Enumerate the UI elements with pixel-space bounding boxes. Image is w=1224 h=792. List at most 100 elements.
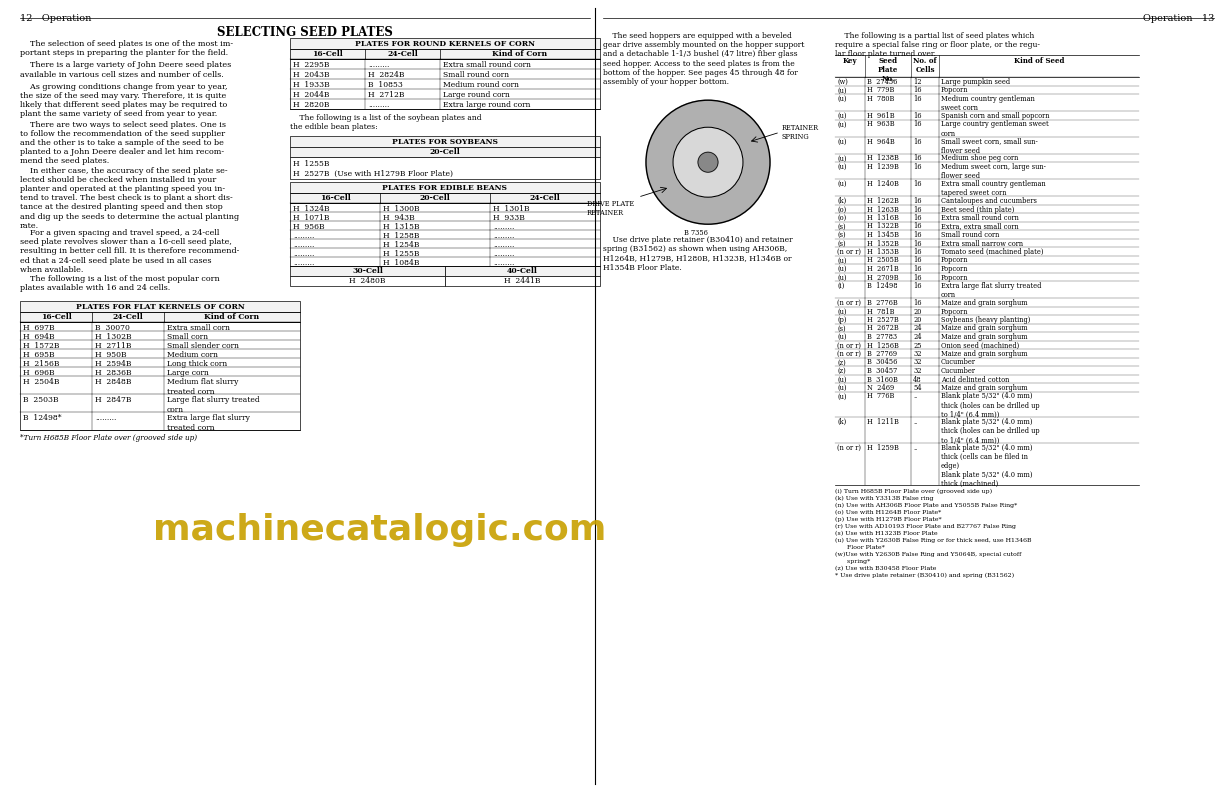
Text: H  2043B: H 2043B [293, 71, 329, 79]
Text: Extra large flat slurry treated
corn: Extra large flat slurry treated corn [941, 282, 1042, 299]
Text: Medium corn: Medium corn [166, 352, 218, 360]
Text: PLATES FOR FLAT KERNELS OF CORN: PLATES FOR FLAT KERNELS OF CORN [76, 303, 245, 311]
Text: The seed hoppers are equipped with a beveled
gear drive assembly mounted on the : The seed hoppers are equipped with a bev… [603, 32, 804, 86]
Text: 16: 16 [913, 239, 922, 247]
Text: 16: 16 [913, 180, 922, 188]
Text: H  1238B: H 1238B [867, 154, 898, 162]
Text: (s): (s) [837, 325, 846, 333]
Text: Blank plate 5/32" (4.0 mm)
thick (cells can be filed in
edge)
Blank plate 5/32" : Blank plate 5/32" (4.0 mm) thick (cells … [941, 444, 1033, 489]
Text: H  694B: H 694B [23, 333, 55, 341]
Text: B 7356: B 7356 [684, 229, 707, 237]
Text: 40-Cell: 40-Cell [507, 268, 537, 276]
Text: H  1302B: H 1302B [95, 333, 132, 341]
Text: Popcorn: Popcorn [941, 307, 968, 315]
Text: H  1262B: H 1262B [867, 197, 898, 205]
Text: .........: ......... [293, 250, 315, 258]
Text: ..: .. [913, 444, 917, 451]
Text: N  2469: N 2469 [867, 384, 895, 392]
Text: H  2711B: H 2711B [95, 342, 131, 350]
Bar [290, 136, 600, 147]
Text: .........: ......... [95, 414, 116, 422]
Text: Popcorn: Popcorn [941, 273, 968, 281]
Text: H  1239B: H 1239B [867, 163, 898, 171]
Text: 12: 12 [913, 78, 922, 86]
Text: H  1258B: H 1258B [383, 232, 420, 241]
Text: H  1084B: H 1084B [383, 260, 420, 268]
Text: Use drive plate retainer (B30410) and retainer
spring (B31562) as shown when usi: Use drive plate retainer (B30410) and re… [603, 236, 793, 272]
Text: ..: .. [913, 393, 917, 401]
Text: Large flat slurry treated
corn: Large flat slurry treated corn [166, 397, 259, 413]
Text: 20-Cell: 20-Cell [420, 194, 450, 203]
Bar [290, 147, 600, 158]
Text: Acid delinted cotton: Acid delinted cotton [941, 375, 1010, 383]
Bar [446, 266, 600, 276]
Text: Large pumpkin seed: Large pumpkin seed [941, 78, 1010, 86]
Text: H  964B: H 964B [867, 138, 895, 146]
Text: 16: 16 [913, 265, 922, 273]
Text: H  2709B: H 2709B [867, 273, 898, 281]
Text: RETAINER
SPRING: RETAINER SPRING [782, 124, 819, 141]
Text: H  2441B: H 2441B [504, 277, 541, 285]
Text: *Turn H685B Floor Plate over (grooved side up): *Turn H685B Floor Plate over (grooved si… [20, 434, 197, 443]
Text: H  2527B: H 2527B [867, 316, 898, 324]
Text: Medium shoe peg corn: Medium shoe peg corn [941, 154, 1018, 162]
Text: (u): (u) [837, 393, 847, 401]
Circle shape [646, 101, 770, 224]
Text: PLATES FOR EDIBLE BEANS: PLATES FOR EDIBLE BEANS [382, 184, 508, 192]
Text: 24-Cell: 24-Cell [530, 194, 561, 203]
Bar [20, 302, 300, 312]
Text: (w)Use with Y2630B False Ring and Y5064B, special cutoff: (w)Use with Y2630B False Ring and Y5064B… [835, 552, 1021, 558]
Text: Blank plate 5/32" (4.0 mm)
thick (holes can be drilled up
to 1/4" (6.4 mm)): Blank plate 5/32" (4.0 mm) thick (holes … [941, 393, 1039, 419]
Text: 24-Cell: 24-Cell [113, 314, 143, 322]
Bar [290, 182, 600, 193]
Text: Medium sweet corn, large sun-
flower seed: Medium sweet corn, large sun- flower see… [941, 163, 1045, 181]
Text: B  27783: B 27783 [867, 333, 897, 341]
Text: Maize and grain sorghum: Maize and grain sorghum [941, 325, 1028, 333]
Text: B  30457: B 30457 [867, 367, 897, 375]
Bar [20, 322, 300, 430]
Text: 16: 16 [913, 197, 922, 205]
Text: H  2527B  (Use with H1279B Floor Plate): H 2527B (Use with H1279B Floor Plate) [293, 169, 453, 177]
Text: 16: 16 [913, 205, 922, 214]
Text: H  2504B: H 2504B [23, 379, 60, 386]
Text: .........: ......... [493, 250, 514, 258]
Text: B  30070: B 30070 [95, 325, 130, 333]
Text: H  1301B: H 1301B [493, 205, 530, 213]
Text: H  2480B: H 2480B [349, 277, 386, 285]
Bar [290, 59, 600, 109]
Text: Maize and grain sorghum: Maize and grain sorghum [941, 299, 1028, 307]
Bar [290, 193, 379, 204]
Text: H  780B: H 780B [867, 95, 895, 103]
Bar [379, 193, 490, 204]
Text: (u): (u) [837, 95, 847, 103]
Text: 16: 16 [913, 120, 922, 128]
Text: The following is a partial list of seed plates which
require a special false rin: The following is a partial list of seed … [835, 32, 1040, 59]
Text: B  30456: B 30456 [867, 359, 897, 367]
Text: H  1345B: H 1345B [867, 231, 898, 239]
Text: H  1255B: H 1255B [383, 250, 420, 258]
Text: (i): (i) [837, 282, 845, 290]
Text: Small slender corn: Small slender corn [166, 342, 239, 350]
Text: (n or r): (n or r) [837, 350, 860, 358]
Text: H  2836B: H 2836B [95, 369, 132, 378]
Text: .........: ......... [493, 232, 514, 241]
Text: Extra small round corn: Extra small round corn [941, 214, 1018, 222]
Text: H  1254B: H 1254B [383, 242, 420, 249]
Text: .........: ......... [493, 260, 514, 268]
Text: Large country gentleman sweet
corn: Large country gentleman sweet corn [941, 120, 1049, 138]
Text: H  1300B: H 1300B [383, 205, 420, 213]
Text: H  1353B: H 1353B [867, 248, 898, 256]
Text: H  2847B: H 2847B [95, 397, 131, 405]
Text: (u): (u) [837, 333, 847, 341]
Bar [290, 49, 600, 59]
Text: PLATES FOR ROUND KERNELS OF CORN: PLATES FOR ROUND KERNELS OF CORN [355, 40, 535, 48]
Text: H  1324B: H 1324B [293, 205, 329, 213]
Text: .........: ......... [368, 61, 389, 69]
Text: 16: 16 [913, 273, 922, 281]
Text: Popcorn: Popcorn [941, 86, 968, 94]
Text: 20-Cell: 20-Cell [430, 148, 460, 156]
Text: The selection of seed plates is one of the most im-
portant steps in preparing t: The selection of seed plates is one of t… [20, 40, 233, 57]
Bar [365, 49, 439, 59]
Text: .........: ......... [493, 223, 514, 231]
Text: H  2672B: H 2672B [867, 325, 898, 333]
